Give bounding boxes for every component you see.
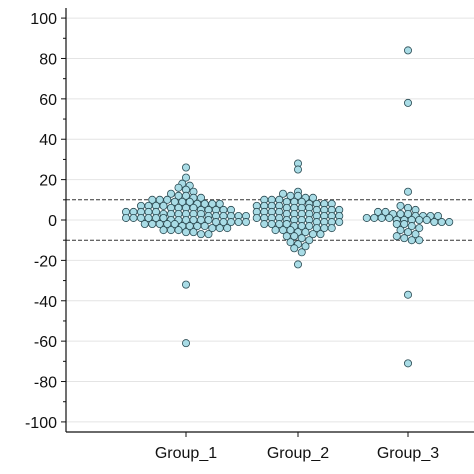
data-point-group-1	[159, 213, 168, 222]
data-point-group-2	[290, 244, 299, 253]
data-point-group-3	[396, 201, 405, 210]
data-point-group-1	[204, 215, 213, 224]
data-point-group-2	[305, 222, 314, 231]
data-point-group-1	[140, 220, 149, 229]
data-point-group-1	[181, 191, 190, 200]
data-point-group-3	[411, 230, 420, 239]
data-point-group-2	[278, 189, 287, 198]
data-point-group-1	[241, 218, 250, 227]
data-point-group-1	[129, 213, 138, 222]
data-point-group-1	[181, 163, 190, 172]
data-point-group-1	[174, 183, 183, 192]
data-point-group-2	[293, 191, 302, 200]
x-category-label: Group_2	[267, 445, 329, 462]
data-point-group-1	[204, 230, 213, 239]
y-tick-label: -100	[25, 415, 57, 432]
y-tick-label: -40	[34, 294, 57, 311]
data-point-group-3	[403, 46, 412, 55]
data-point-group-1	[189, 228, 198, 237]
data-point-group-3	[362, 213, 371, 222]
y-tick-label: -60	[34, 334, 57, 351]
data-point-group-1	[215, 199, 224, 208]
data-point-group-3	[415, 236, 424, 245]
y-tick-label: -80	[34, 375, 57, 392]
data-point-group-1	[196, 193, 205, 202]
data-point-group-3	[433, 211, 442, 220]
data-point-group-1	[170, 220, 179, 229]
data-point-group-1	[166, 189, 175, 198]
data-point-group-1	[181, 280, 190, 289]
data-point-group-2	[316, 230, 325, 239]
y-tick-label: 0	[48, 213, 57, 230]
data-point-group-1	[159, 201, 168, 210]
data-point-group-3	[422, 215, 431, 224]
data-point-group-2	[293, 165, 302, 174]
axis-labels: 100 80 60 40 20 0 -20 -40 -60 -80 -100 Group_1 Group…	[25, 11, 439, 462]
data-point-group-2	[252, 213, 261, 222]
data-point-group-3	[403, 359, 412, 368]
data-point-group-2	[327, 224, 336, 233]
data-point-group-2	[271, 226, 280, 235]
data-point-group-1	[185, 197, 194, 206]
data-point-group-3	[415, 215, 424, 224]
data-point-group-2	[282, 220, 291, 229]
data-point-group-3	[385, 213, 394, 222]
data-point-group-2	[293, 260, 302, 269]
data-point-group-3	[400, 234, 409, 243]
data-point-group-3	[403, 187, 412, 196]
data-point-group-3	[403, 228, 412, 237]
data-point-group-2	[286, 238, 295, 247]
data-point-group-1	[122, 213, 131, 222]
data-point-group-1	[181, 173, 190, 182]
data-point-group-1	[234, 218, 243, 227]
data-point-group-1	[159, 226, 168, 235]
axes	[61, 8, 474, 437]
y-tick-label: 40	[39, 132, 57, 149]
data-point-group-3	[407, 236, 416, 245]
y-tick-label: 100	[30, 11, 57, 28]
y-tick-label: 60	[39, 92, 57, 109]
data-point-group-1	[148, 220, 157, 229]
data-point-group-2	[290, 232, 299, 241]
data-point-group-3	[403, 209, 412, 218]
data-point-group-1	[200, 222, 209, 231]
data-point-group-3	[400, 220, 409, 229]
data-point-group-1	[181, 339, 190, 348]
data-point-group-3	[407, 222, 416, 231]
y-tick-label: 20	[39, 173, 57, 190]
data-point-group-3	[392, 232, 401, 241]
y-tick-label: -20	[34, 253, 57, 270]
data-point-group-2	[305, 236, 314, 245]
data-point-group-3	[381, 207, 390, 216]
data-point-group-3	[403, 98, 412, 107]
data-point-group-2	[297, 248, 306, 257]
data-point-group-2	[335, 218, 344, 227]
data-point-group-3	[396, 226, 405, 235]
x-category-label: Group_3	[377, 445, 439, 462]
data-point-group-1	[166, 226, 175, 235]
data-point-group-3	[430, 218, 439, 227]
y-tick-label: 80	[39, 51, 57, 68]
data-point-group-2	[308, 193, 317, 202]
data-point-group-2	[286, 226, 295, 235]
data-point-group-1	[215, 224, 224, 233]
data-point-group-2	[260, 220, 269, 229]
data-point-group-1	[181, 228, 190, 237]
data-point-group-2	[301, 242, 310, 251]
data-point-group-2	[297, 234, 306, 243]
data-point-group-3	[415, 224, 424, 233]
data-point-group-1	[163, 195, 172, 204]
data-point-group-3	[437, 218, 446, 227]
data-points	[122, 46, 454, 368]
data-point-group-1	[196, 230, 205, 239]
x-category-label: Group_1	[155, 445, 217, 462]
data-point-group-3	[370, 213, 379, 222]
data-point-group-2	[301, 228, 310, 237]
data-point-group-1	[174, 226, 183, 235]
data-point-group-3	[445, 218, 454, 227]
data-point-group-3	[377, 213, 386, 222]
data-point-group-1	[223, 224, 232, 233]
data-point-group-3	[403, 290, 412, 299]
